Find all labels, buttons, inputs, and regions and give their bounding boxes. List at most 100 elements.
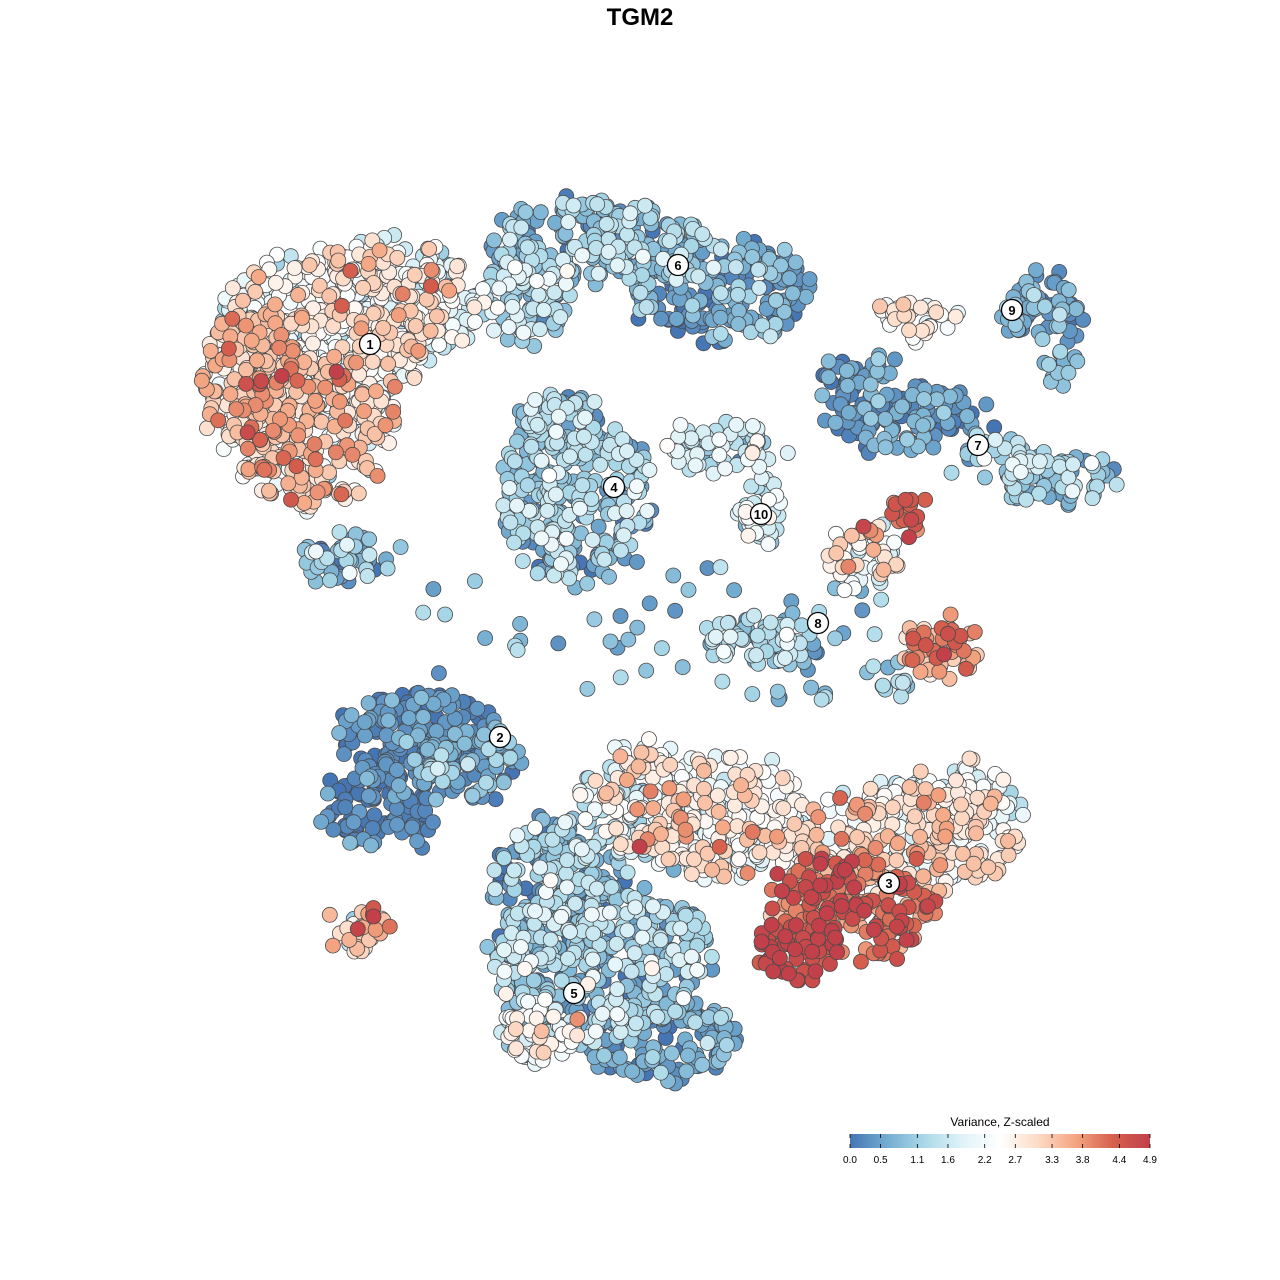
cell-point [777,928,794,945]
cell-point [609,981,626,998]
cell-point [641,595,658,612]
cell-point [618,503,635,519]
cell-point [355,279,371,296]
cell-point [428,791,444,808]
cell-point [870,393,887,410]
cell-point [667,1003,684,1020]
cell-point [638,662,655,679]
cell-point [730,286,746,303]
cell-point [968,825,984,842]
cell-point [915,417,931,434]
cell-point [634,929,651,946]
cell-point [288,458,305,475]
cell-point [901,322,917,339]
cell-point [875,561,892,578]
cell-point [942,388,958,405]
cell-point [749,627,766,644]
cell-point [577,811,594,828]
cell-point [330,252,347,269]
cell-point [596,551,613,568]
cell-point [947,308,964,325]
cell-point [337,799,354,816]
cell-point [539,502,556,519]
cell-point [912,828,928,845]
cell-point [624,1063,641,1080]
cell-point [557,814,573,831]
cell-point [898,932,915,948]
cell-point [512,616,528,632]
cell-point [550,408,567,425]
cell-point [250,269,267,285]
cell-point [542,931,559,948]
cell-point [267,296,283,313]
cell-point [965,855,982,872]
cell-point [319,785,336,802]
cell-point [290,287,307,303]
cell-point [267,274,284,291]
cell-point [598,216,615,232]
cell-point [870,856,887,873]
cell-point [506,453,523,470]
cell-point [787,941,803,958]
cell-point [413,689,430,706]
cell-point [514,553,531,569]
cell-point [343,707,360,724]
cell-point [366,807,383,823]
cell-point [579,681,596,697]
cell-point [495,774,512,791]
cell-point [583,906,600,923]
cell-point [545,1008,562,1025]
cell-point [533,1023,550,1040]
cell-point [356,403,372,420]
cell-point [496,963,513,980]
cell-point [356,714,373,730]
cell-point [803,679,819,696]
cell-point [661,233,678,250]
cell-point [697,795,713,811]
cell-point [430,665,447,682]
cell-point [877,411,894,427]
cell-point [784,285,801,302]
cell-point [779,445,796,461]
cell-point [872,298,888,315]
cell-point [626,945,643,962]
cell-point [683,430,700,447]
cell-point [801,271,818,288]
cell-point [590,518,607,535]
cell-point [662,756,679,773]
cell-point [943,464,960,481]
cell-point [478,774,495,791]
cell-point [899,431,916,448]
cell-point [680,582,697,598]
cell-point [290,427,307,444]
cell-point [600,243,617,260]
cell-point [533,452,550,469]
cell-point [777,650,793,666]
cell-point [627,899,644,916]
cell-point [631,838,648,855]
cell-point [392,539,409,555]
cell-point [381,918,398,935]
cell-point [718,1037,735,1053]
cell-point [1052,343,1069,360]
cell-point [349,921,366,937]
cell-point [788,917,804,933]
cell-point [477,630,494,646]
cell-point [560,214,577,230]
cell-point [680,1047,696,1064]
cell-point [764,900,781,917]
cell-point [410,342,427,359]
cell-point [978,396,995,413]
cell-point [598,785,615,802]
cell-point [1064,483,1081,500]
cell-point [810,809,827,825]
cell-point [840,558,857,575]
cell-point [1060,282,1077,298]
cell-point [661,780,678,797]
cell-point [390,777,407,794]
cell-point [508,1040,525,1057]
cell-point [912,299,929,316]
cell-point [683,948,700,965]
cell-point [720,615,736,631]
cell-point [607,956,624,973]
